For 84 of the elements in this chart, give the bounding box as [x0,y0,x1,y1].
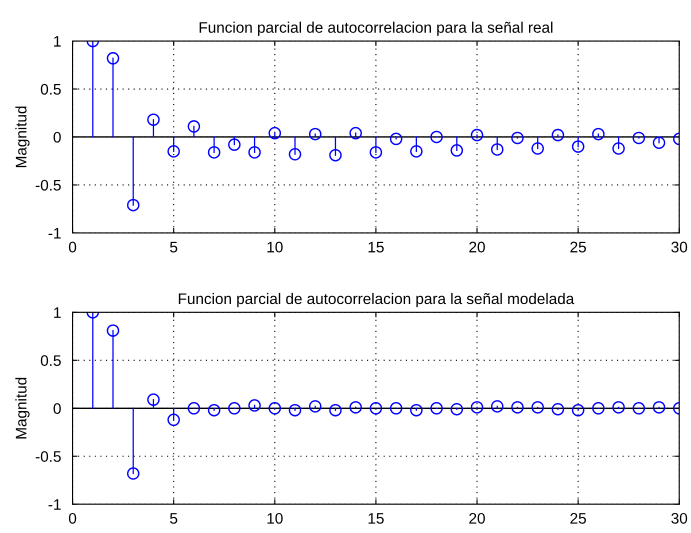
point [126,467,140,480]
point [329,404,342,416]
point [652,401,666,414]
point [511,132,524,144]
x-tick-label: 30 [671,242,688,252]
y-tick-label: 0 [54,132,61,143]
point [490,400,504,413]
point [572,140,584,153]
point [167,414,180,426]
point [450,402,464,416]
point [552,402,564,416]
point [308,400,322,413]
x-tick-label: 15 [368,513,384,524]
point [248,146,261,159]
point [592,128,605,140]
y-tick-label: 0.5 [40,84,61,95]
point [430,130,443,144]
x-tick-label: 10 [267,512,283,524]
point [228,402,241,415]
point [188,120,200,133]
point [268,402,282,415]
chart-title: Funcion parcial de autocorrelacion para la señal real [200,22,552,36]
x-tick-label: 5 [170,242,178,252]
y-tick-label: -0.5 [36,451,61,462]
y-axis-title: Magnitud [15,106,30,168]
x-tick-label: 0 [68,242,76,252]
point [612,142,625,155]
y-tick-label: 0 [54,403,61,414]
point [288,148,302,160]
point [248,399,261,412]
point [470,128,484,142]
point [308,128,322,140]
y-axis-title: Magnitud [15,378,30,438]
point [390,132,402,146]
x-tick-label: 25 [570,242,586,252]
x-tick-label: 5 [170,513,178,524]
point [632,402,646,415]
y-tick-label: -1 [48,228,61,238]
x-tick-label: 20 [469,512,485,524]
point [410,145,423,158]
x-tick-label: 30 [671,512,688,524]
point [106,324,120,337]
point [288,404,302,416]
y-tick-label: -1 [48,499,61,510]
point [208,146,220,159]
point [632,132,646,144]
point [167,145,180,158]
point [228,138,241,151]
point [106,52,120,65]
point [410,404,423,416]
point [531,142,544,155]
point [430,402,443,415]
x-tick-label: 25 [570,512,586,524]
point [490,143,504,156]
point [208,404,220,416]
y-tick-label: 0.5 [40,355,61,366]
point [329,148,342,162]
point [470,401,484,414]
point [268,126,282,140]
point [450,144,464,157]
point [147,113,160,126]
point [652,136,666,149]
point [147,393,160,406]
x-tick-label: 0 [68,512,76,524]
point [126,198,140,212]
x-tick-label: 20 [469,242,485,252]
point [531,401,544,414]
point [349,126,362,140]
point [188,402,200,415]
y-tick-label: 1 [54,36,61,47]
point [370,146,382,159]
point [370,402,382,415]
y-tick-label: 1 [54,307,61,318]
point [592,402,605,415]
point [552,128,564,142]
y-tick-label: -0.5 [36,180,61,191]
point [349,401,362,414]
x-tick-label: 10 [267,242,283,252]
x-tick-label: 15 [368,242,384,252]
point [390,402,402,415]
point [511,401,524,414]
point [612,401,625,414]
chart-title: Funcion parcial de autocorrelacion para la señal modelada [178,292,574,308]
point [572,404,584,416]
